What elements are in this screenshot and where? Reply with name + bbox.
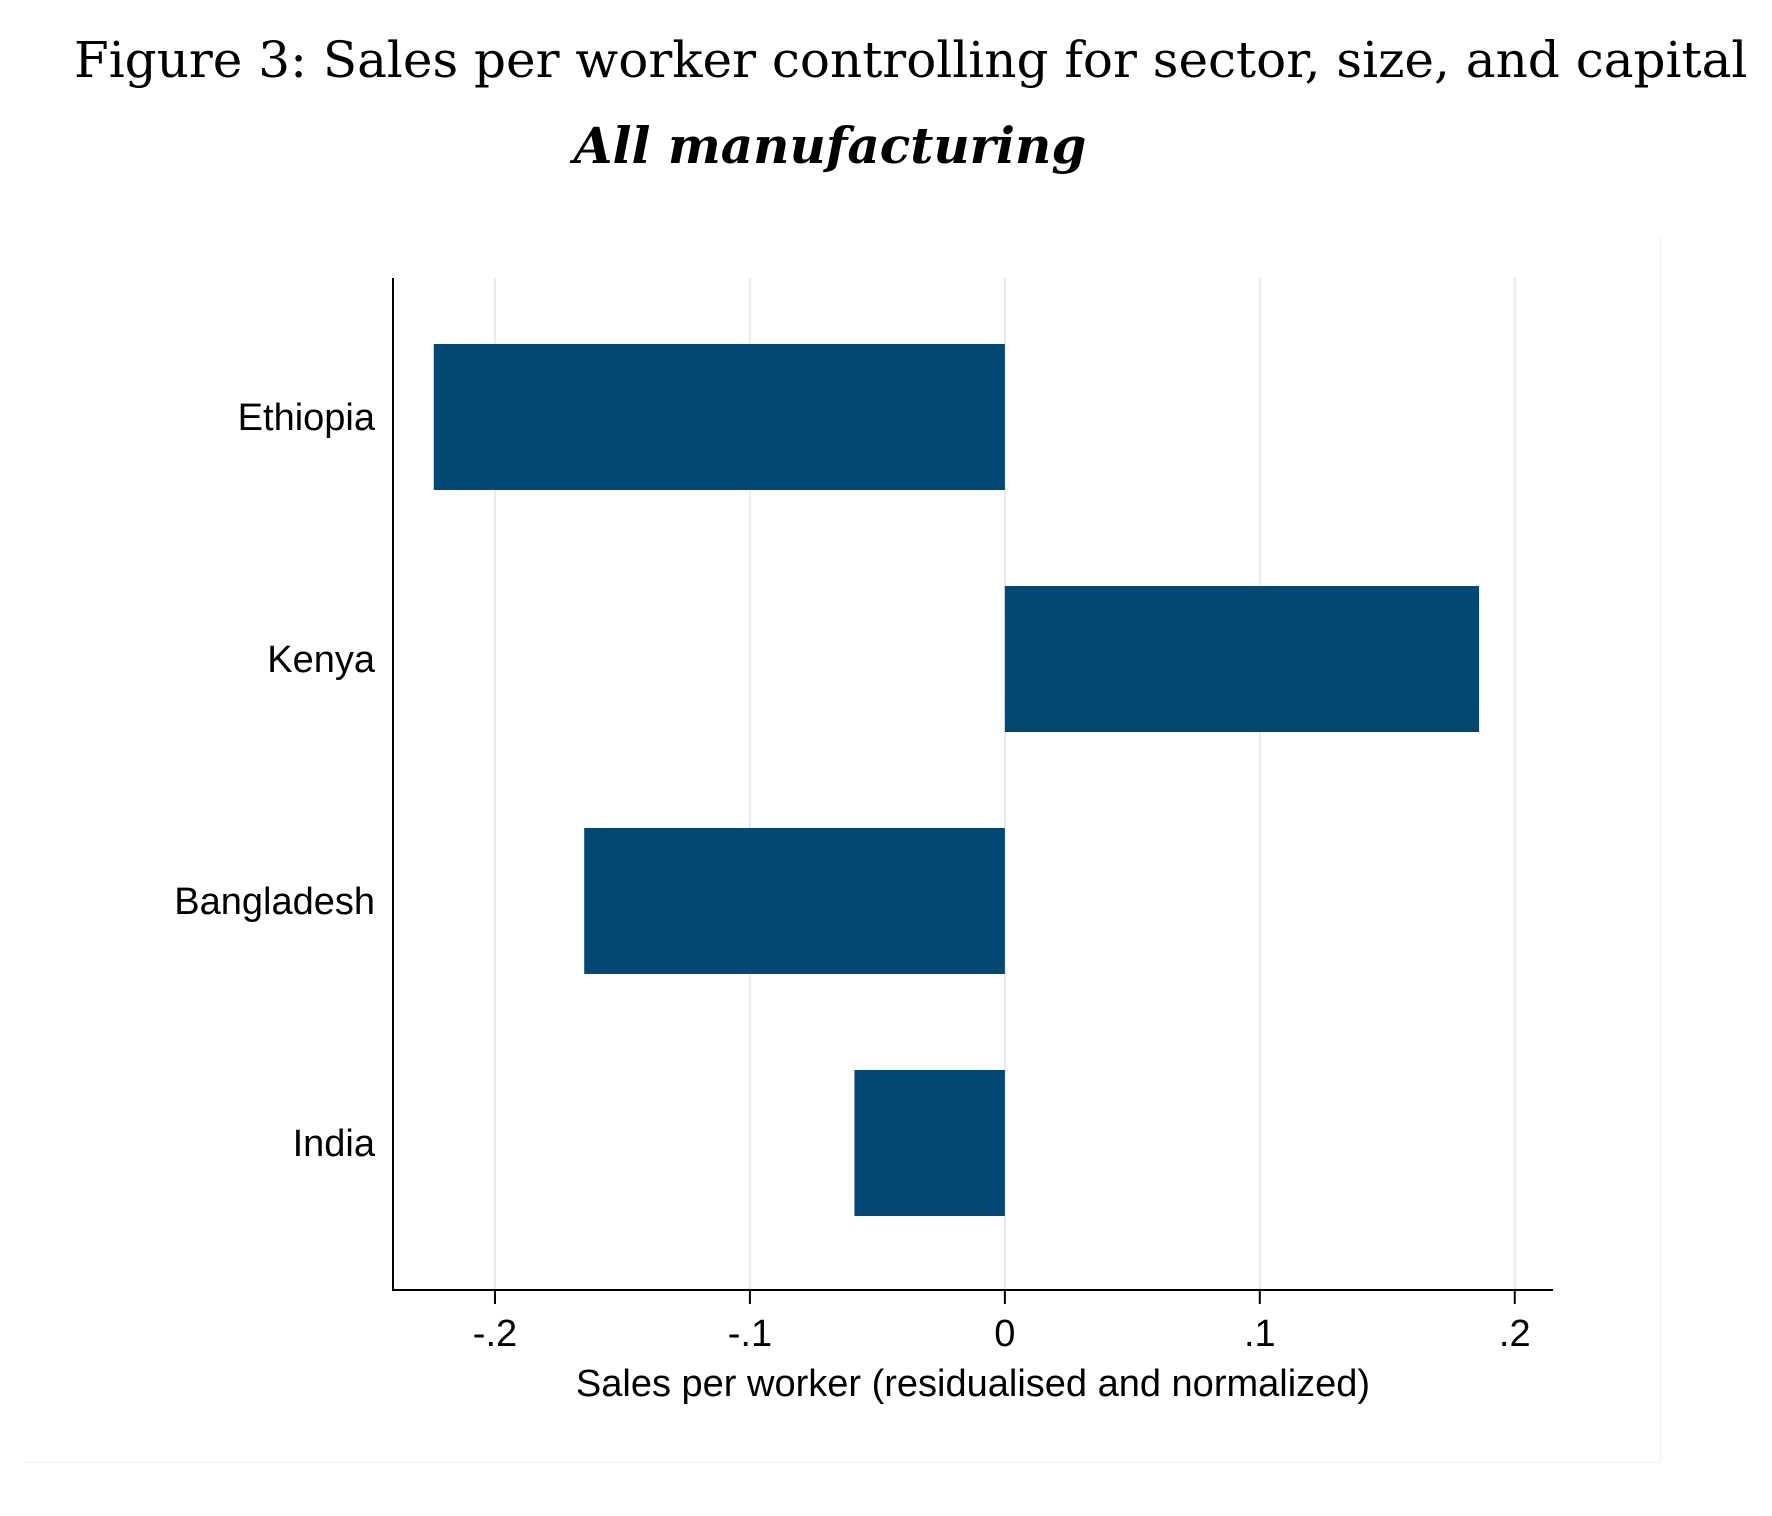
x-axis-title: Sales per worker (residualised and norma… bbox=[576, 1363, 1370, 1405]
bar-bangladesh bbox=[584, 828, 1005, 974]
category-label-bangladesh: Bangladesh bbox=[174, 881, 375, 923]
x-tick-label-0: -.2 bbox=[473, 1313, 517, 1355]
x-tick-label-1: -.1 bbox=[728, 1313, 772, 1355]
figure-subtitle: All manufacturing bbox=[573, 116, 1087, 175]
x-tick-label-3: .1 bbox=[1244, 1313, 1276, 1355]
bar-kenya bbox=[1004, 586, 1480, 732]
x-tick-label-2: 0 bbox=[994, 1313, 1015, 1355]
bar-india bbox=[854, 1070, 1005, 1216]
category-label-india: India bbox=[293, 1123, 376, 1165]
x-tick-label-4: .2 bbox=[1499, 1313, 1531, 1355]
category-label-kenya: Kenya bbox=[267, 639, 376, 681]
x-axis-ticks: -.2 -.1 0 .1 .2 bbox=[473, 1290, 1531, 1355]
axes bbox=[392, 278, 1553, 1291]
bar-ethiopia bbox=[433, 344, 1005, 490]
category-label-ethiopia: Ethiopia bbox=[238, 397, 376, 439]
figure-title: Figure 3: Sales per worker controlling f… bbox=[74, 31, 1748, 89]
bars bbox=[433, 344, 1480, 1216]
y-axis-category-labels: Ethiopia Kenya Bangladesh India bbox=[174, 397, 376, 1165]
